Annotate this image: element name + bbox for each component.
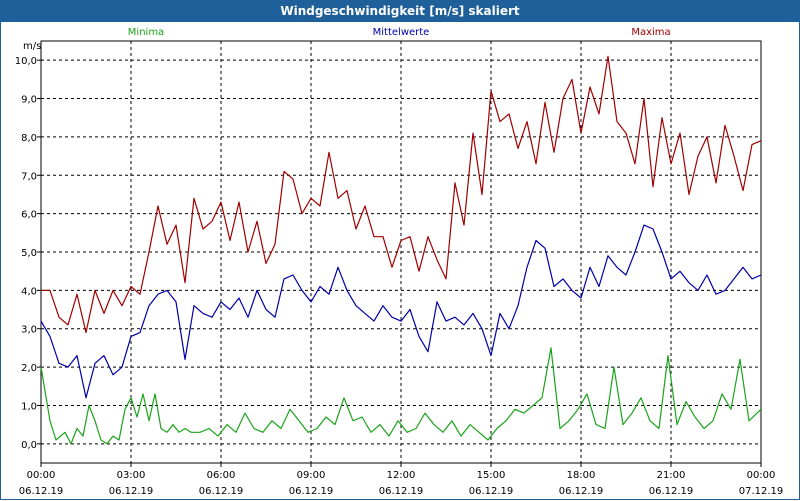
y-tick-label: 4,0	[21, 286, 37, 297]
x-tick-date-label: 06.12.19	[469, 486, 514, 497]
x-tick-time-label: 00:00	[27, 470, 56, 481]
x-tick-time-label: 00:00	[747, 470, 776, 481]
x-tick-date-label: 06.12.19	[109, 486, 154, 497]
x-axis-ticks: 00:00 06.12.19 03:00 06.12.19 06:00 06.12.19 0…	[19, 463, 784, 497]
x-tick-date-label: 06.12.19	[199, 486, 244, 497]
window-title: Windgeschwindigkeit [m/s] skaliert	[1, 1, 799, 22]
x-tick-date-label: 06.12.19	[379, 486, 424, 497]
x-tick-time-label: 12:00	[387, 470, 416, 481]
y-axis-unit-label: m/s	[23, 41, 41, 52]
x-tick-date-label: 06.12.19	[559, 486, 604, 497]
x-tick-time-label: 09:00	[297, 470, 326, 481]
y-tick-label: 8,0	[21, 133, 37, 144]
x-tick-date-label: 06.12.19	[289, 486, 334, 497]
series-line-maxima	[41, 55, 762, 334]
legend-minima: Minima	[128, 27, 164, 38]
x-tick-time-label: 06:00	[207, 470, 236, 481]
y-tick-label: 1,0	[21, 401, 37, 412]
legend-mittelwerte: Mittelwerte	[373, 27, 430, 38]
x-tick-date-label: 06.12.19	[649, 486, 694, 497]
x-tick-date-label: 07.12.19	[739, 486, 784, 497]
y-tick-label: 3,0	[21, 325, 37, 336]
legend-maxima: Maxima	[631, 27, 670, 38]
x-tick-time-label: 18:00	[567, 470, 596, 481]
grid	[41, 41, 761, 463]
y-tick-label: 2,0	[21, 363, 37, 374]
series-line-minima	[40, 347, 762, 445]
x-tick-date-label: 06.12.19	[19, 486, 64, 497]
y-tick-label: 10,0	[15, 56, 37, 67]
series-line-mittelwerte	[40, 224, 762, 399]
y-tick-label: 6,0	[21, 210, 37, 221]
y-axis-ticks: 0,0 1,0 2,0 3,0 4,0 5,0 6,0 7,0 8,0 9,0 10,0	[15, 56, 41, 451]
y-tick-label: 5,0	[21, 248, 37, 259]
y-tick-label: 9,0	[21, 95, 37, 106]
x-tick-time-label: 03:00	[117, 470, 146, 481]
y-tick-label: 7,0	[21, 171, 37, 182]
x-tick-time-label: 15:00	[477, 470, 506, 481]
series-group	[40, 55, 762, 445]
y-tick-label: 0,0	[21, 440, 37, 451]
x-tick-time-label: 21:00	[657, 470, 686, 481]
